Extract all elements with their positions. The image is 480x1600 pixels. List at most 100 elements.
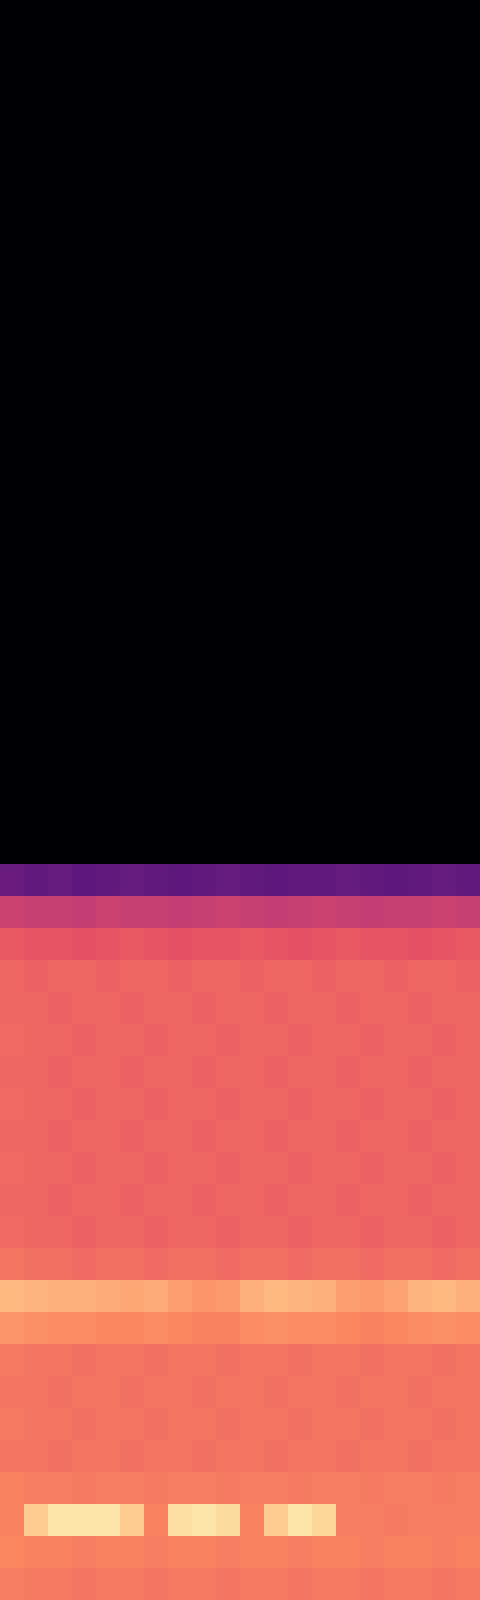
cell [216,1120,241,1153]
cell [120,1344,145,1377]
cell [360,1184,385,1217]
cell [240,64,265,97]
cell [456,0,480,33]
cell [0,448,25,481]
cell [48,1312,73,1345]
cell [192,288,217,321]
cell [216,992,241,1025]
cell [48,832,73,865]
cell [240,480,265,513]
cell [72,672,97,705]
cell [120,960,145,993]
cell [312,96,337,129]
cell [96,640,121,673]
cell [72,736,97,769]
cell [432,192,457,225]
cell [312,576,337,609]
cell [72,512,97,545]
cell [24,96,49,129]
cell [408,96,433,129]
cell [432,1504,457,1537]
cell [384,32,409,65]
cell [336,64,361,97]
cell [0,672,25,705]
cell [24,896,49,929]
cell [264,320,289,353]
cell [96,448,121,481]
cell [240,512,265,545]
cell [360,352,385,385]
cell [24,864,49,897]
cell [216,512,241,545]
cell [192,416,217,449]
cell [240,1568,265,1600]
cell [120,512,145,545]
cell [456,928,480,961]
cell [264,960,289,993]
cell [408,1056,433,1089]
cell [72,544,97,577]
cell [216,1216,241,1249]
cell [432,96,457,129]
cell [384,224,409,257]
cell [456,416,480,449]
cell [24,0,49,33]
cell [240,1312,265,1345]
cell [120,736,145,769]
cell [432,352,457,385]
cell [360,192,385,225]
cell [72,1152,97,1185]
cell [216,1536,241,1569]
cell [48,32,73,65]
cell [432,896,457,929]
cell [384,416,409,449]
cell [288,576,313,609]
cell [24,1344,49,1377]
cell [120,1216,145,1249]
cell [168,896,193,929]
cell [24,640,49,673]
cell [168,992,193,1025]
cell [216,1376,241,1409]
cell [408,480,433,513]
cell [264,32,289,65]
cell [432,800,457,833]
cell [120,832,145,865]
cell [240,1152,265,1185]
cell [0,928,25,961]
cell [168,1504,193,1537]
cell [72,96,97,129]
cell [24,384,49,417]
cell [168,1536,193,1569]
cell [96,960,121,993]
cell [72,320,97,353]
cell [336,576,361,609]
cell [0,832,25,865]
cell [408,1152,433,1185]
cell [432,1376,457,1409]
cell [192,352,217,385]
cell [120,320,145,353]
cell [48,480,73,513]
cell [312,1184,337,1217]
cell [216,480,241,513]
cell [168,320,193,353]
cell [360,864,385,897]
cell [312,1056,337,1089]
cell [408,416,433,449]
cell [432,1184,457,1217]
cell [168,768,193,801]
cell [120,1024,145,1057]
cell [48,96,73,129]
cell [432,576,457,609]
cell [24,1280,49,1313]
cell [384,352,409,385]
cell [336,416,361,449]
cell [240,1344,265,1377]
cell [456,1088,480,1121]
cell [72,1536,97,1569]
cell [360,1408,385,1441]
cell [96,1152,121,1185]
cell [360,960,385,993]
cell [384,320,409,353]
